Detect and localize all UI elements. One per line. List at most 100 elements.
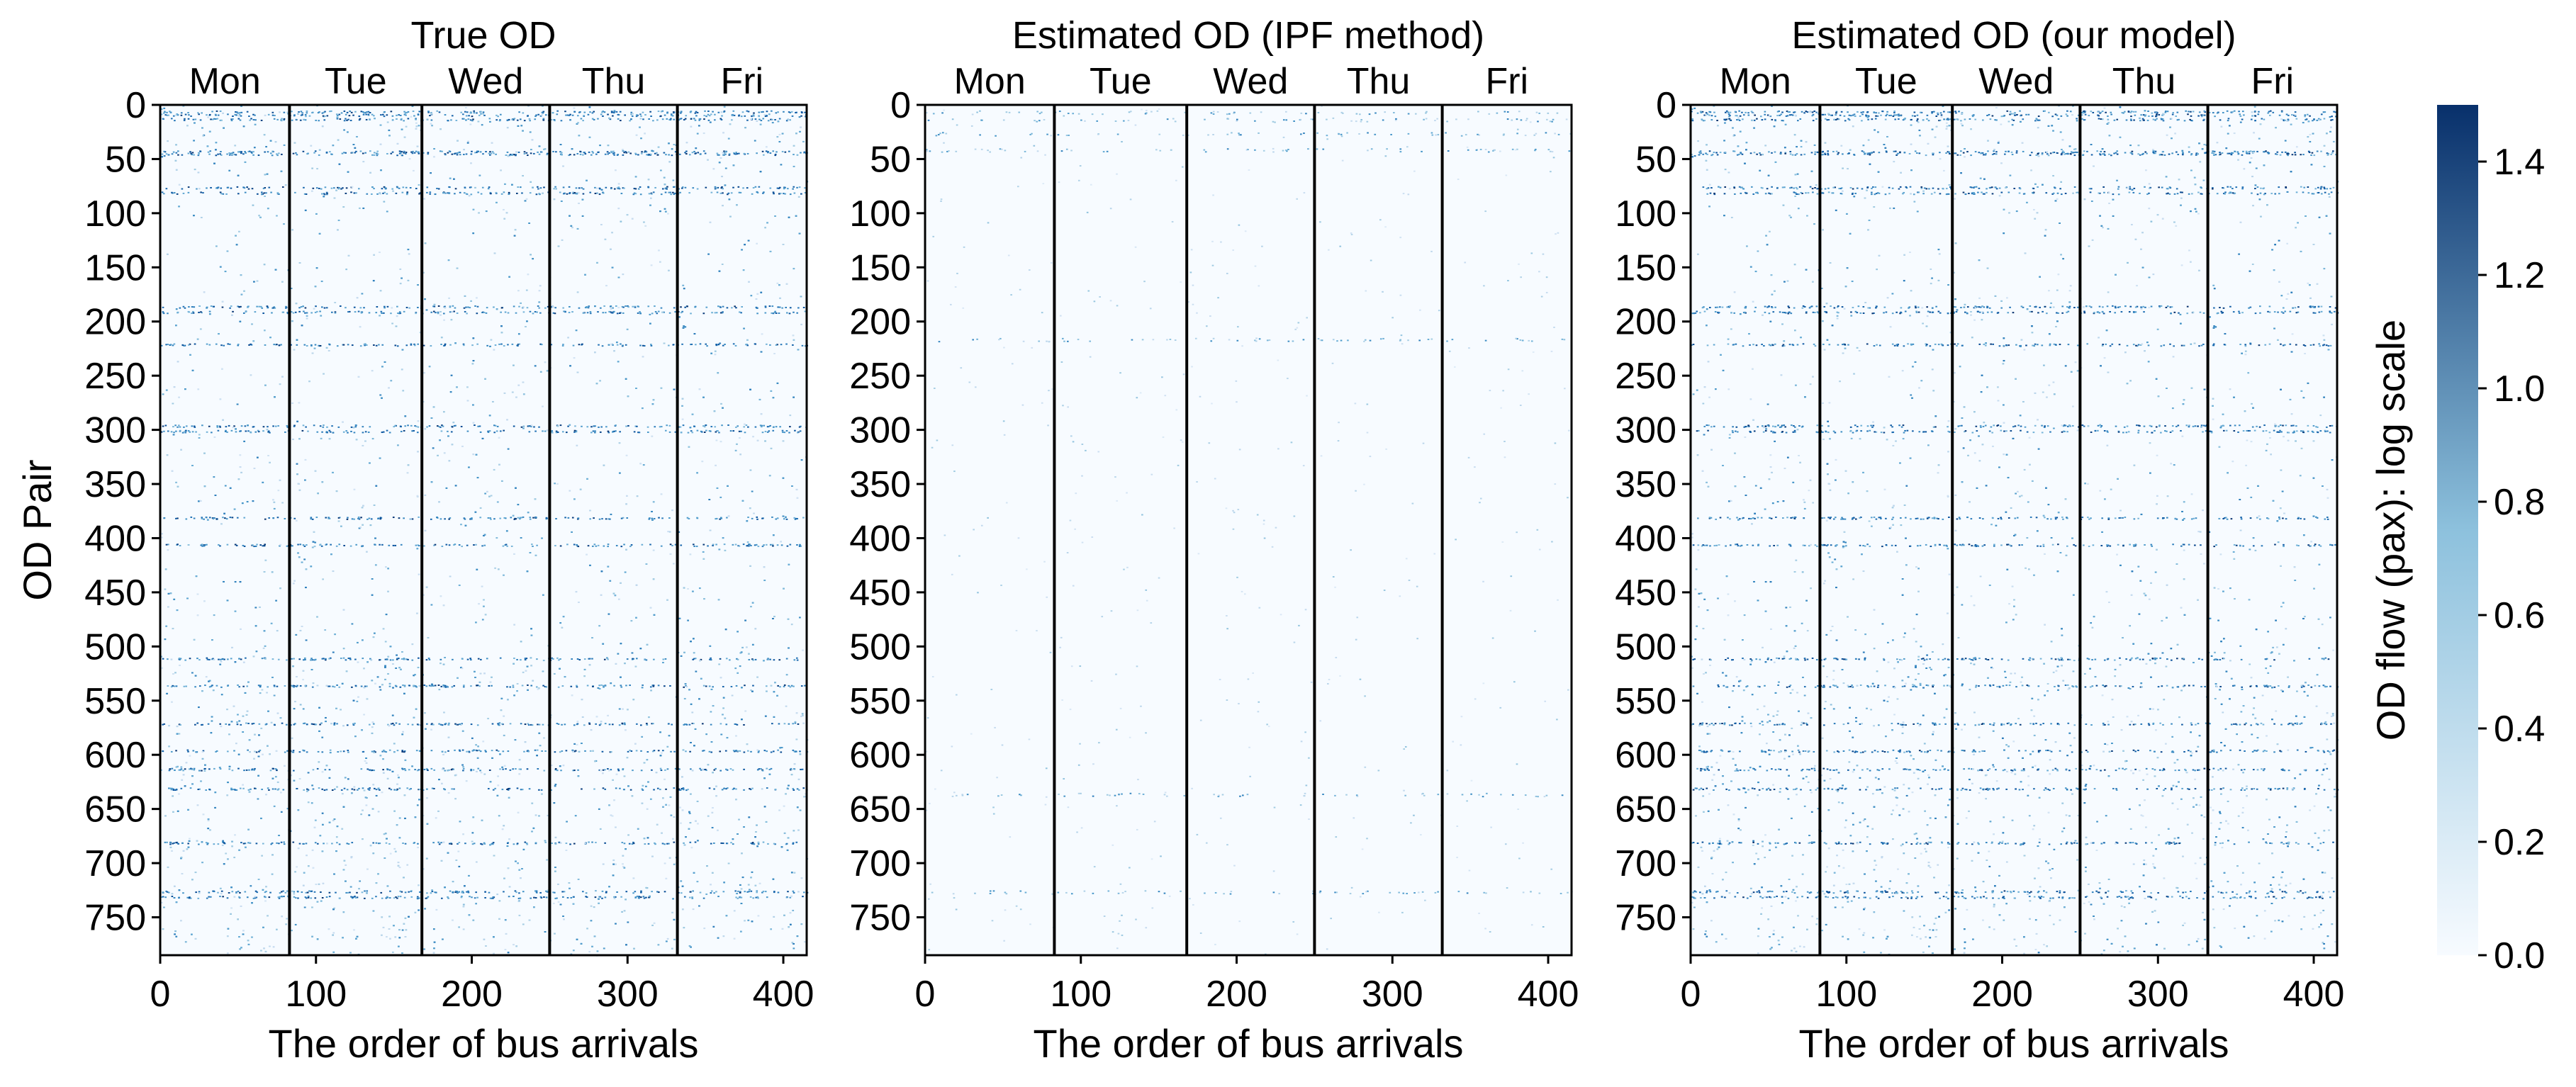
y-tick-label: 650 <box>84 789 146 830</box>
day-label: Fri <box>720 61 763 102</box>
x-axis-label: The order of bus arrivals <box>1034 1021 1464 1066</box>
day-label: Thu <box>2112 61 2176 102</box>
colorbar-tick-label: 0.4 <box>2494 709 2545 750</box>
x-tick-label: 0 <box>150 974 171 1015</box>
colorbar-tick-label: 0.8 <box>2494 482 2545 523</box>
plot-background <box>1691 105 2337 955</box>
x-tick-label: 300 <box>597 974 659 1015</box>
y-tick-label: 200 <box>84 302 146 343</box>
y-tick-label: 500 <box>1615 626 1676 668</box>
y-tick-label: 400 <box>84 518 146 559</box>
y-tick-label: 50 <box>105 139 146 180</box>
x-axis-label: The order of bus arrivals <box>1799 1021 2229 1066</box>
day-label: Mon <box>1720 61 1791 102</box>
colorbar-tick-label: 1.4 <box>2494 142 2545 183</box>
y-tick-label: 0 <box>125 85 146 126</box>
colorbar-tick-label: 0.2 <box>2494 822 2545 863</box>
x-tick-label: 400 <box>1518 974 1579 1015</box>
y-tick-label: 650 <box>849 789 911 830</box>
y-tick-label: 450 <box>849 573 911 614</box>
panel-title: Estimated OD (IPF method) <box>1012 14 1484 57</box>
colorbar: 0.0 0.2 0.4 0.6 0.8 1.0 1.2 1.4 OD flow (pax): l… <box>2368 105 2545 976</box>
y-tick-label: 550 <box>1615 681 1676 722</box>
colorbar-label: OD flow (pax): log scale <box>2368 320 2413 740</box>
colorbar-tick-label: 0.0 <box>2494 935 2545 976</box>
x-tick-label: 0 <box>915 974 936 1015</box>
y-tick-label: 700 <box>84 843 146 884</box>
x-tick-label: 0 <box>1681 974 1701 1015</box>
y-tick-label: 700 <box>849 843 911 884</box>
day-label: Tue <box>1855 61 1917 102</box>
y-tick-label: 450 <box>84 573 146 614</box>
y-tick-label: 600 <box>1615 735 1676 776</box>
heatmap-panel-3: Estimated OD (our model)Mon Tue Wed Thu Fri 0… <box>1615 14 2344 1066</box>
y-axis-label: OD Pair <box>15 459 60 600</box>
x-tick-label: 200 <box>441 974 503 1015</box>
y-tick-label: 700 <box>1615 843 1676 884</box>
y-tick-label: 50 <box>870 139 911 180</box>
day-label: Fri <box>1485 61 1528 102</box>
x-tick-label: 200 <box>1971 974 2033 1015</box>
y-tick-label: 750 <box>1615 897 1676 938</box>
y-tick-label: 300 <box>849 410 911 451</box>
x-axis-label: The order of bus arrivals <box>269 1021 699 1066</box>
y-tick-label: 600 <box>84 735 146 776</box>
y-tick-label: 350 <box>84 464 146 505</box>
y-tick-label: 750 <box>849 897 911 938</box>
y-tick-label: 650 <box>1615 789 1676 830</box>
panel-title: True OD <box>410 14 556 57</box>
y-tick-label: 300 <box>1615 410 1676 451</box>
colorbar-gradient <box>2437 105 2478 955</box>
x-tick-label: 100 <box>1815 974 1877 1015</box>
x-tick-label: 200 <box>1206 974 1267 1015</box>
day-label: Mon <box>954 61 1026 102</box>
y-tick-label: 150 <box>84 247 146 288</box>
y-tick-label: 150 <box>1615 247 1676 288</box>
y-tick-label: 200 <box>1615 302 1676 343</box>
y-tick-label: 50 <box>1635 139 1676 180</box>
y-tick-label: 550 <box>84 681 146 722</box>
x-tick-label: 300 <box>1362 974 1423 1015</box>
heatmap-panel-2: Estimated OD (IPF method)Mon Tue Wed Thu Fri… <box>849 14 1579 1066</box>
y-tick-label: 0 <box>1656 85 1676 126</box>
day-label: Thu <box>582 61 646 102</box>
x-tick-label: 400 <box>2283 974 2345 1015</box>
y-tick-label: 450 <box>1615 573 1676 614</box>
y-tick-label: 500 <box>84 626 146 668</box>
day-label: Fri <box>2251 61 2294 102</box>
day-label: Wed <box>1213 61 1288 102</box>
y-tick-label: 600 <box>849 735 911 776</box>
day-label: Wed <box>1978 61 2054 102</box>
x-tick-label: 100 <box>1050 974 1111 1015</box>
panel-title: Estimated OD (our model) <box>1791 14 2236 57</box>
day-label: Tue <box>1090 61 1152 102</box>
y-tick-label: 500 <box>849 626 911 668</box>
y-tick-label: 400 <box>849 518 911 559</box>
y-tick-label: 100 <box>84 193 146 235</box>
heatmap-panel-1: True OD Mon Tue Wed Thu Fri 0 50 100 150 200 250 300… <box>15 14 814 1066</box>
y-tick-label: 250 <box>849 356 911 397</box>
y-tick-label: 100 <box>849 193 911 235</box>
y-tick-label: 400 <box>1615 518 1676 559</box>
colorbar-tick-label: 1.2 <box>2494 255 2545 296</box>
y-tick-label: 100 <box>1615 193 1676 235</box>
plot-frame <box>1689 103 2339 957</box>
x-tick-label: 300 <box>2127 974 2189 1015</box>
heatmap-panels: True OD Mon Tue Wed Thu Fri 0 50 100 150 200 250 300… <box>15 14 2344 1066</box>
plot-frame <box>924 103 1573 957</box>
y-tick-label: 250 <box>1615 356 1676 397</box>
y-tick-label: 550 <box>849 681 911 722</box>
colorbar-tick-label: 0.6 <box>2494 595 2545 636</box>
y-tick-label: 350 <box>1615 464 1676 505</box>
plot-background <box>160 105 807 955</box>
y-tick-label: 750 <box>84 897 146 938</box>
y-tick-label: 300 <box>84 410 146 451</box>
y-tick-label: 250 <box>84 356 146 397</box>
day-label: Mon <box>189 61 261 102</box>
heatmap-cells <box>160 105 809 957</box>
plot-background <box>925 105 1572 955</box>
plot-frame <box>159 103 808 957</box>
y-tick-label: 200 <box>849 302 911 343</box>
colorbar-tick-label: 1.0 <box>2494 368 2545 410</box>
